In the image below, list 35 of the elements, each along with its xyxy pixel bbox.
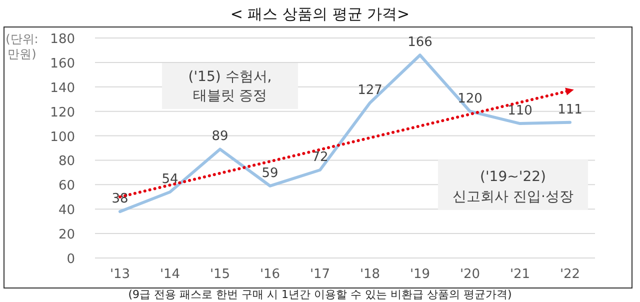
- data-label: 38: [112, 192, 128, 207]
- x-tick-label: '14: [160, 267, 180, 282]
- y-tick-label: 20: [58, 228, 75, 243]
- x-tick-label: '20: [460, 267, 480, 282]
- y-tick-label: 140: [50, 80, 75, 96]
- text: (9급 전용 패스로 한번 구매 시 1년간 이용할 수 있는 비환급 상품의 평균가격): [128, 288, 512, 301]
- y-axis-title: (단위: 만원): [6, 32, 38, 61]
- y-tick-label: 160: [50, 56, 75, 72]
- data-label: 166: [408, 35, 432, 50]
- data-label: 111: [558, 102, 582, 118]
- x-tick-label: '13: [110, 267, 130, 282]
- data-label: 72: [312, 150, 328, 165]
- y-tick-label: 120: [50, 105, 75, 120]
- chart-title: < 패스 상품의 평균 가격>: [230, 5, 410, 23]
- x-tick-label: '22: [560, 267, 580, 282]
- annotation: ('15) 수험서, 태블릿 증정: [188, 69, 272, 104]
- data-label: 120: [458, 91, 482, 106]
- x-tick-label: '18: [360, 267, 380, 282]
- data-label: 110: [508, 104, 532, 119]
- y-tick-label: 80: [58, 154, 75, 170]
- y-tick-label: 0: [66, 252, 75, 267]
- y-tick-label: 40: [58, 203, 75, 218]
- x-tick-label: '15: [210, 267, 230, 282]
- data-label: 59: [262, 166, 278, 181]
- data-label: 54: [162, 172, 178, 187]
- data-label: 127: [358, 82, 382, 98]
- x-tick-label: '19: [410, 267, 430, 282]
- x-tick-label: '17: [310, 267, 330, 282]
- x-tick-label: '16: [260, 267, 280, 282]
- x-tick-label: '21: [510, 267, 530, 282]
- y-tick-label: 60: [58, 178, 75, 194]
- y-tick-label: 180: [50, 32, 75, 47]
- y-tick-label: 100: [50, 130, 75, 145]
- data-label: 89: [212, 129, 228, 144]
- annotation: ('19~'22) 신고회사 진입·성장: [452, 169, 574, 205]
